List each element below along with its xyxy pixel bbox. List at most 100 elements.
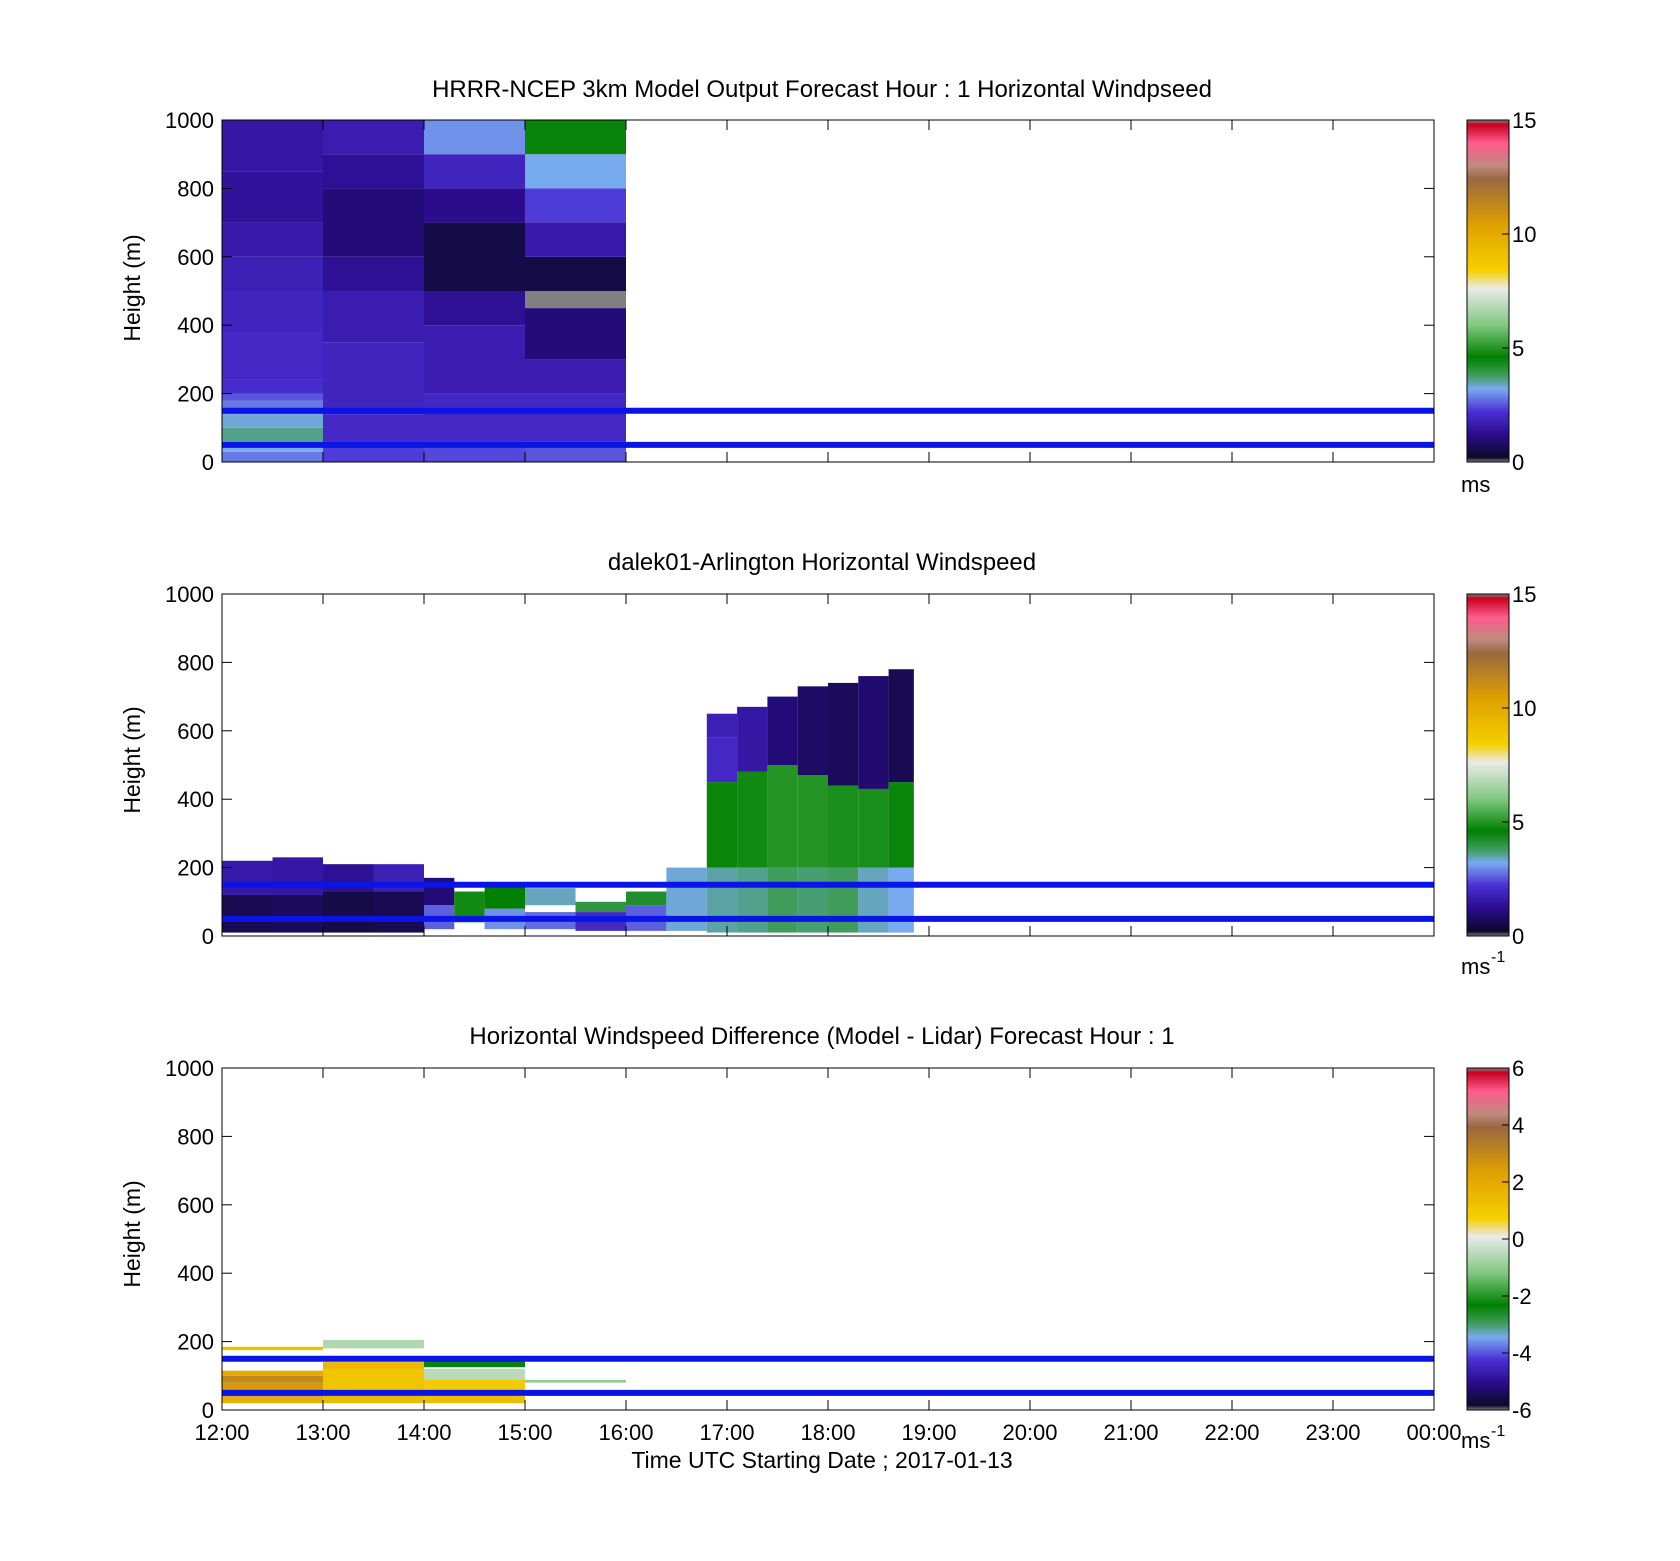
heatmap-cell <box>222 427 323 442</box>
colorbar-tick-label: 0 <box>1512 450 1524 475</box>
heatmap-cell <box>424 291 525 326</box>
heatmap-cell <box>525 256 626 291</box>
x-tick-label: 20:00 <box>1002 1420 1057 1445</box>
heatmap-cell <box>525 188 626 223</box>
heatmap-cell <box>222 1346 323 1351</box>
colorbar-unit-exponent: -1 <box>1491 949 1505 966</box>
colorbar-unit-exponent: -1 <box>1491 1423 1505 1440</box>
y-tick-label: 1000 <box>165 108 214 133</box>
heatmap-cell <box>828 682 859 786</box>
panel-windspeed-difference: Horizontal Windspeed Difference (Model -… <box>119 1023 1532 1473</box>
heatmap-cell <box>424 325 525 394</box>
heatmap-cell <box>424 188 525 223</box>
heatmap-cell <box>424 1368 525 1380</box>
heatmap-cell <box>888 782 914 868</box>
y-tick-label: 400 <box>177 1261 214 1286</box>
heatmap-cell <box>767 765 798 868</box>
heatmap-cell <box>575 901 626 913</box>
colorbar-tick-label: 15 <box>1512 108 1536 133</box>
panel-title: HRRR-NCEP 3km Model Output Forecast Hour… <box>432 76 1212 103</box>
heatmap-cell <box>525 888 576 906</box>
x-tick-label: 13:00 <box>295 1420 350 1445</box>
x-tick-label: 21:00 <box>1103 1420 1158 1445</box>
heatmap-cell <box>222 171 323 223</box>
colorbar-tick-label: 5 <box>1512 336 1524 361</box>
heatmap-cell <box>222 894 273 933</box>
heatmap-cell <box>737 706 768 772</box>
heatmap-cell <box>222 332 323 380</box>
heatmap-cell <box>424 120 525 155</box>
x-tick-label: 15:00 <box>497 1420 552 1445</box>
heatmap-cell <box>484 884 525 909</box>
colorbar-unit: ms <box>1461 472 1490 497</box>
heatmap-cell <box>858 867 889 933</box>
panel-title: dalek01-Arlington Horizontal Windspeed <box>608 549 1036 576</box>
heatmap-cell <box>797 775 828 868</box>
heatmap-cell <box>525 1379 626 1383</box>
y-tick-label: 0 <box>202 1398 214 1423</box>
heatmap-cell <box>797 867 828 933</box>
y-tick-label: 0 <box>202 450 214 475</box>
heatmap-cell <box>888 867 914 933</box>
heatmap-cell <box>323 256 424 291</box>
heatmap-cell <box>706 867 738 933</box>
heatmap-cell <box>797 686 828 776</box>
colorbar-tick-label: -2 <box>1512 1284 1532 1309</box>
heatmap-cell <box>424 393 525 442</box>
heatmap-cell <box>222 414 323 428</box>
colorbar-tick-label: 10 <box>1512 222 1536 247</box>
y-tick-label: 1000 <box>165 1056 214 1081</box>
heatmap-cell <box>737 771 768 868</box>
heatmap-cell <box>525 359 626 394</box>
heatmap-cell <box>323 342 424 415</box>
x-tick-label: 19:00 <box>901 1420 956 1445</box>
y-axis-label: Height (m) <box>119 706 145 813</box>
heatmap-cell <box>323 188 424 257</box>
heatmap-cell <box>222 256 323 291</box>
heatmap-cell <box>767 696 798 765</box>
panel-model-windspeed: HRRR-NCEP 3km Model Output Forecast Hour… <box>119 76 1536 497</box>
colorbar-tick-label: 0 <box>1512 924 1524 949</box>
heatmap-cell <box>706 782 738 868</box>
heatmap-cell <box>525 154 626 189</box>
colorbar <box>1466 593 1510 937</box>
heatmap-cell <box>373 891 424 933</box>
heatmap-cell <box>323 891 374 933</box>
heatmap-cell <box>323 120 424 155</box>
heatmap-cell <box>222 1396 323 1404</box>
heatmap-cell <box>222 860 273 895</box>
x-tick-label: 18:00 <box>800 1420 855 1445</box>
y-tick-label: 800 <box>177 1124 214 1149</box>
heatmap-cell <box>767 867 798 933</box>
heatmap-cell <box>828 867 859 933</box>
y-tick-label: 400 <box>177 787 214 812</box>
colorbar-tick-label: 10 <box>1512 696 1536 721</box>
heatmap-cell <box>858 788 889 868</box>
x-tick-label: 00:00 <box>1406 1420 1461 1445</box>
heatmap-cell <box>706 737 738 783</box>
heatmap-cell <box>222 120 323 172</box>
heatmap-cell <box>222 1370 323 1376</box>
heatmap-cell <box>222 393 323 401</box>
heatmap-cell <box>323 414 424 442</box>
heatmap-cell <box>424 1379 525 1390</box>
heatmap-cell <box>525 291 626 309</box>
heatmap-cell <box>222 379 323 394</box>
y-tick-label: 1000 <box>165 582 214 607</box>
heatmap-cell <box>424 154 525 189</box>
heatmap-cell <box>222 1375 323 1383</box>
colorbar-tick-label: 5 <box>1512 810 1524 835</box>
colorbar-tick-label: -4 <box>1512 1341 1532 1366</box>
y-tick-label: 200 <box>177 1330 214 1355</box>
x-tick-label: 12:00 <box>194 1420 249 1445</box>
colorbar-tick-label: 4 <box>1512 1113 1524 1138</box>
y-axis-label: Height (m) <box>119 1180 145 1287</box>
colorbar <box>1466 119 1510 463</box>
y-axis-label: Height (m) <box>119 234 145 341</box>
x-tick-label: 17:00 <box>699 1420 754 1445</box>
x-tick-label: 14:00 <box>396 1420 451 1445</box>
heatmap-cell <box>323 1362 424 1369</box>
heatmap-cell <box>323 1368 424 1390</box>
heatmap-cell <box>222 451 323 462</box>
x-tick-label: 23:00 <box>1305 1420 1360 1445</box>
